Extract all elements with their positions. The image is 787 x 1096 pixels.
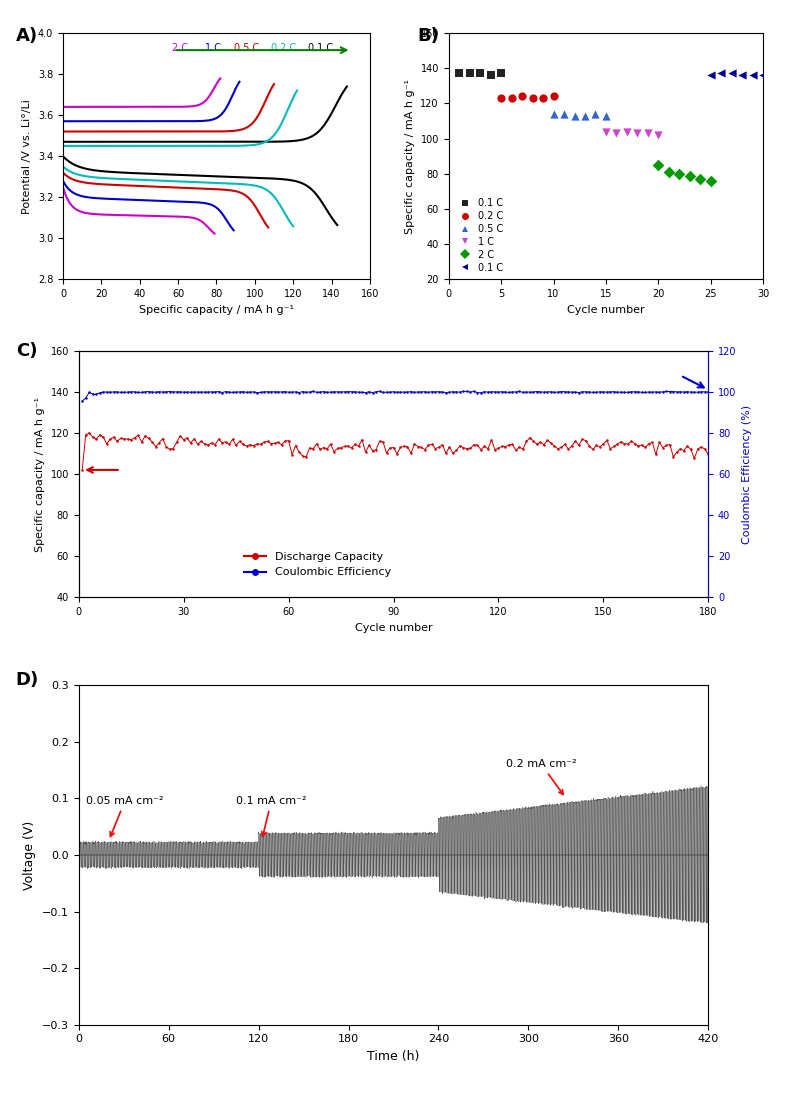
Point xyxy=(652,126,665,144)
Y-axis label: Potential /V vs. Li°/Li: Potential /V vs. Li°/Li xyxy=(22,99,32,214)
Text: D): D) xyxy=(16,671,39,688)
Y-axis label: Specific capacity / mA h g⁻¹: Specific capacity / mA h g⁻¹ xyxy=(35,397,45,551)
Point xyxy=(474,65,486,82)
X-axis label: Cycle number: Cycle number xyxy=(567,305,645,315)
Text: 0.2 C: 0.2 C xyxy=(272,43,297,53)
Point xyxy=(495,89,508,106)
Legend: Discharge Capacity, Coulombic Efficiency: Discharge Capacity, Coulombic Efficiency xyxy=(240,548,396,582)
Point xyxy=(484,67,497,84)
Point xyxy=(515,88,528,105)
Point xyxy=(641,125,654,142)
Point xyxy=(673,165,685,183)
Text: 0.1 mA cm⁻²: 0.1 mA cm⁻² xyxy=(236,796,307,836)
Point xyxy=(527,89,539,106)
Point xyxy=(547,105,560,123)
Point xyxy=(736,67,748,84)
Text: 0.5 C: 0.5 C xyxy=(235,43,260,53)
Point xyxy=(715,65,728,82)
Point xyxy=(589,105,602,123)
Text: 0.2 mA cm⁻²: 0.2 mA cm⁻² xyxy=(506,760,577,795)
Point xyxy=(558,105,571,123)
Point xyxy=(537,89,549,106)
Point xyxy=(505,89,518,106)
Point xyxy=(684,167,696,184)
Y-axis label: Coulombic Efficiency (%): Coulombic Efficiency (%) xyxy=(742,404,752,544)
Point xyxy=(704,172,717,190)
Point xyxy=(747,67,759,84)
Y-axis label: Voltage (V): Voltage (V) xyxy=(24,820,36,890)
Point xyxy=(495,65,508,82)
Point xyxy=(694,170,707,187)
Point xyxy=(652,157,665,174)
Point xyxy=(578,107,591,125)
Point xyxy=(726,65,738,82)
Text: 0.1 C: 0.1 C xyxy=(309,43,334,53)
Text: C): C) xyxy=(16,342,37,359)
Point xyxy=(547,88,560,105)
X-axis label: Cycle number: Cycle number xyxy=(355,623,432,632)
Point xyxy=(704,67,717,84)
Text: 2 C: 2 C xyxy=(172,43,187,53)
Point xyxy=(757,67,770,84)
Point xyxy=(663,163,675,181)
X-axis label: Specific capacity / mA h g⁻¹: Specific capacity / mA h g⁻¹ xyxy=(139,305,294,315)
Text: B): B) xyxy=(417,27,439,45)
Point xyxy=(610,125,623,142)
Point xyxy=(621,123,634,140)
X-axis label: Time (h): Time (h) xyxy=(368,1050,419,1063)
Point xyxy=(568,107,581,125)
Point xyxy=(453,65,465,82)
Point xyxy=(600,123,612,140)
Text: 1 C: 1 C xyxy=(205,43,221,53)
Text: 0.05 mA cm⁻²: 0.05 mA cm⁻² xyxy=(87,796,164,836)
Legend: 0.1 C, 0.2 C, 0.5 C, 1 C, 2 C, 0.1 C: 0.1 C, 0.2 C, 0.5 C, 1 C, 2 C, 0.1 C xyxy=(453,196,505,275)
Point xyxy=(600,107,612,125)
Point xyxy=(631,125,644,142)
Point xyxy=(464,65,476,82)
Y-axis label: Specific capacity / mA h g⁻¹: Specific capacity / mA h g⁻¹ xyxy=(405,79,415,233)
Text: A): A) xyxy=(16,27,38,45)
